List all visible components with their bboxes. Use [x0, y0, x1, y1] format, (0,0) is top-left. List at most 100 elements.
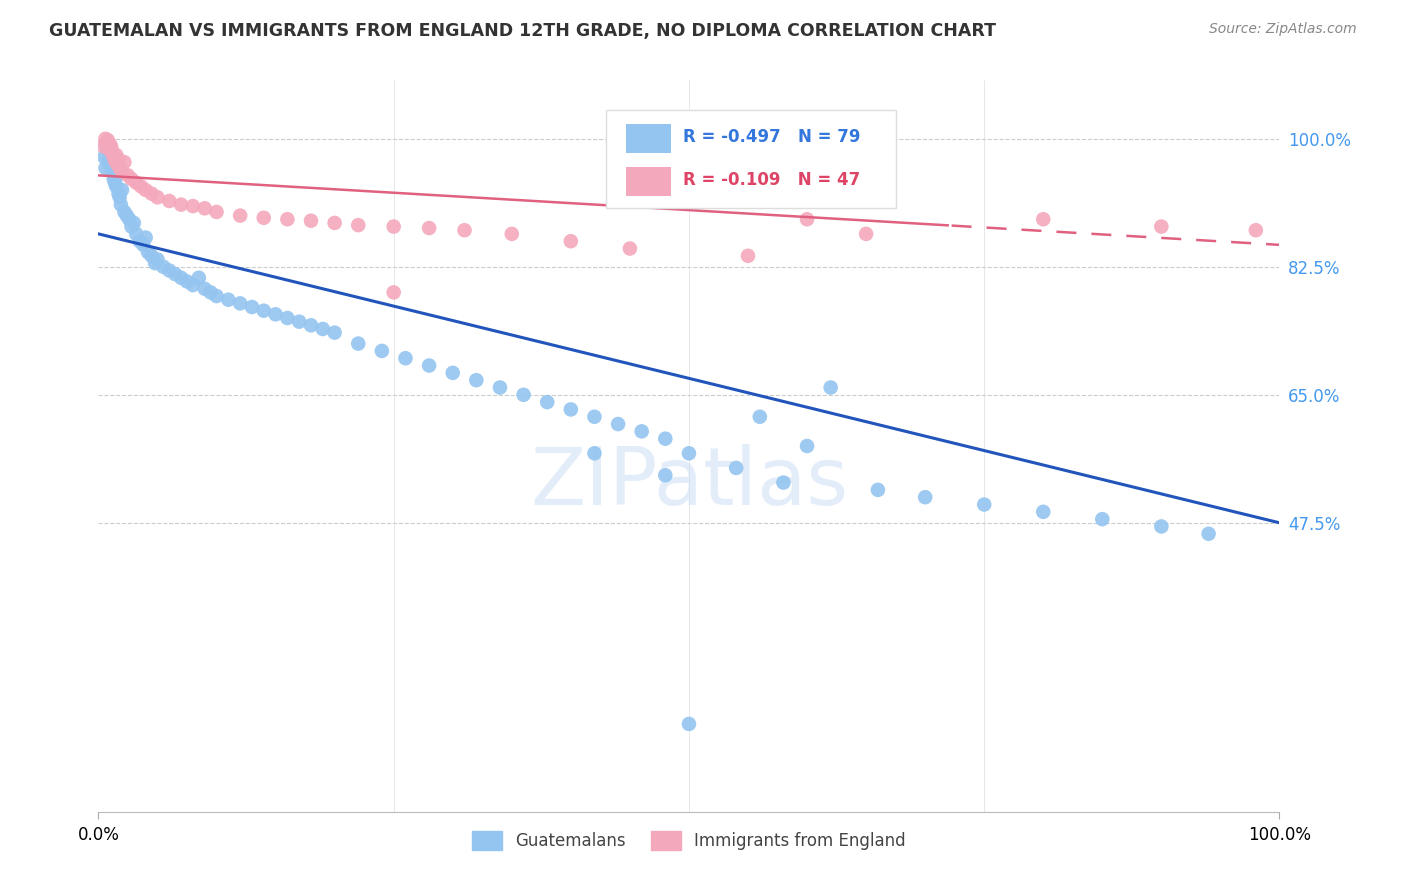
Point	[1032, 505, 1054, 519]
Point	[135, 183, 157, 197]
Point	[229, 296, 252, 310]
Point	[146, 190, 169, 204]
Point	[143, 256, 166, 270]
Point	[94, 161, 117, 175]
Point	[157, 194, 180, 208]
Point	[135, 230, 157, 244]
Point	[678, 446, 700, 460]
Point	[560, 402, 582, 417]
Point	[181, 278, 204, 293]
Point	[94, 132, 117, 146]
Point	[536, 395, 558, 409]
Text: R = -0.497   N = 79: R = -0.497 N = 79	[683, 128, 860, 146]
Point	[107, 153, 129, 167]
Point	[441, 366, 464, 380]
Point	[98, 143, 121, 157]
Point	[264, 307, 287, 321]
Point	[111, 164, 134, 178]
Point	[104, 153, 127, 168]
Point	[418, 221, 440, 235]
Point	[200, 285, 222, 300]
Point	[205, 205, 228, 219]
Point	[501, 227, 523, 241]
Point	[98, 157, 121, 171]
FancyBboxPatch shape	[606, 110, 896, 209]
Point	[1198, 526, 1220, 541]
Point	[111, 183, 134, 197]
Point	[104, 176, 127, 190]
Point	[229, 209, 252, 223]
Point	[93, 150, 115, 164]
Point	[382, 285, 405, 300]
Point	[101, 164, 124, 178]
Point	[97, 143, 120, 157]
Text: ZIPatlas: ZIPatlas	[530, 443, 848, 522]
Point	[914, 490, 936, 504]
Point	[105, 148, 128, 162]
Point	[110, 197, 132, 211]
Point	[103, 150, 125, 164]
Point	[157, 263, 180, 277]
Point	[125, 227, 148, 241]
Point	[121, 219, 143, 234]
Point	[678, 717, 700, 731]
Point	[146, 252, 169, 267]
Point	[796, 212, 818, 227]
Point	[103, 172, 125, 186]
Point	[152, 260, 174, 274]
Point	[122, 216, 145, 230]
Point	[796, 439, 818, 453]
Point	[96, 139, 118, 153]
Point	[418, 359, 440, 373]
Point	[117, 169, 139, 183]
Point	[1032, 212, 1054, 227]
Point	[105, 179, 128, 194]
Point	[217, 293, 239, 307]
Point	[453, 223, 475, 237]
Point	[118, 212, 141, 227]
Point	[128, 234, 150, 248]
Bar	[626, 124, 671, 153]
Point	[97, 133, 120, 147]
Text: GUATEMALAN VS IMMIGRANTS FROM ENGLAND 12TH GRADE, NO DIPLOMA CORRELATION CHART: GUATEMALAN VS IMMIGRANTS FROM ENGLAND 12…	[49, 22, 997, 40]
Point	[323, 326, 346, 340]
Point	[1150, 219, 1173, 234]
Point	[253, 303, 276, 318]
Point	[170, 270, 193, 285]
Point	[465, 373, 488, 387]
Point	[560, 234, 582, 248]
Point	[132, 238, 155, 252]
Point	[121, 172, 143, 186]
Point	[583, 409, 606, 424]
Point	[101, 146, 124, 161]
Point	[165, 267, 187, 281]
Point	[105, 169, 128, 183]
Point	[112, 155, 135, 169]
Point	[141, 249, 163, 263]
Point	[288, 315, 311, 329]
Point	[1244, 223, 1267, 237]
Point	[312, 322, 335, 336]
Point	[654, 468, 676, 483]
Point	[125, 176, 148, 190]
Point	[299, 318, 322, 333]
Point	[141, 186, 163, 201]
Point	[489, 380, 512, 394]
Point	[382, 219, 405, 234]
Point	[176, 275, 198, 289]
Point	[725, 461, 748, 475]
Point	[170, 197, 193, 211]
Point	[205, 289, 228, 303]
Text: Source: ZipAtlas.com: Source: ZipAtlas.com	[1209, 22, 1357, 37]
Point	[98, 153, 121, 168]
Point	[394, 351, 416, 366]
Point	[107, 186, 129, 201]
Text: R = -0.109   N = 47: R = -0.109 N = 47	[683, 170, 860, 189]
Point	[129, 179, 152, 194]
Point	[105, 157, 128, 171]
Point	[512, 388, 534, 402]
Point	[323, 216, 346, 230]
Point	[737, 249, 759, 263]
Point	[583, 446, 606, 460]
Point	[748, 409, 770, 424]
